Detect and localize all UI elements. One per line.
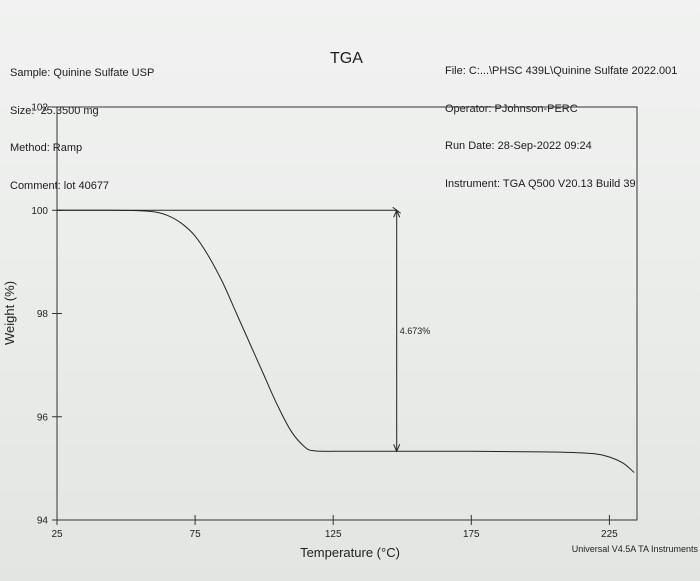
operator: Operator: PJohnson-PERC bbox=[445, 102, 578, 115]
step-label: 4.673% bbox=[400, 326, 431, 336]
x-axis: 25 75 125 175 225 bbox=[51, 515, 618, 540]
weight-curve bbox=[56, 209, 635, 473]
x-tick-label: 25 bbox=[51, 529, 63, 540]
step-arrow-head-bottom bbox=[393, 444, 401, 453]
y-tick-label: 100 bbox=[31, 206, 48, 217]
y-tick-label: 94 bbox=[37, 516, 49, 527]
run-date: Run Date: 28-Sep-2022 09:24 bbox=[445, 140, 592, 152]
x-axis-title: Temperature (°C) bbox=[300, 545, 400, 560]
series-layer bbox=[56, 209, 635, 473]
x-tick-label: 225 bbox=[601, 529, 618, 540]
y-tick-label: 98 bbox=[37, 309, 49, 320]
y-tick-label: 102 bbox=[31, 103, 48, 114]
run-info-block: File: C:...\PHSC 439L\Quinine Sulfate 20… bbox=[445, 40, 677, 215]
chart-title: TGA bbox=[330, 50, 363, 67]
method: Method: Ramp bbox=[10, 142, 83, 154]
sample-name: Sample: Quinine Sulfate USP bbox=[10, 67, 155, 79]
x-tick-label: 75 bbox=[190, 529, 202, 540]
annotation-layer: 4.673% bbox=[57, 206, 431, 453]
step-cursor-mark bbox=[392, 206, 402, 214]
x-tick-label: 125 bbox=[325, 529, 342, 540]
y-axis-title: Weight (%) bbox=[2, 281, 17, 345]
comment: Comment: lot 40677 bbox=[10, 179, 110, 192]
y-tick-label: 96 bbox=[37, 412, 49, 423]
x-tick-label: 175 bbox=[463, 529, 480, 540]
instrument: Instrument: TGA Q500 V20.13 Build 39 bbox=[445, 177, 636, 190]
sample-info-block: Sample: Quinine Sulfate USP Size: 25.350… bbox=[10, 42, 154, 217]
plot-frame bbox=[56, 106, 638, 521]
file-path: File: C:...\PHSC 439L\Quinine Sulfate 20… bbox=[445, 65, 678, 77]
software-footer: Universal V4.5A TA Instruments bbox=[572, 544, 699, 554]
